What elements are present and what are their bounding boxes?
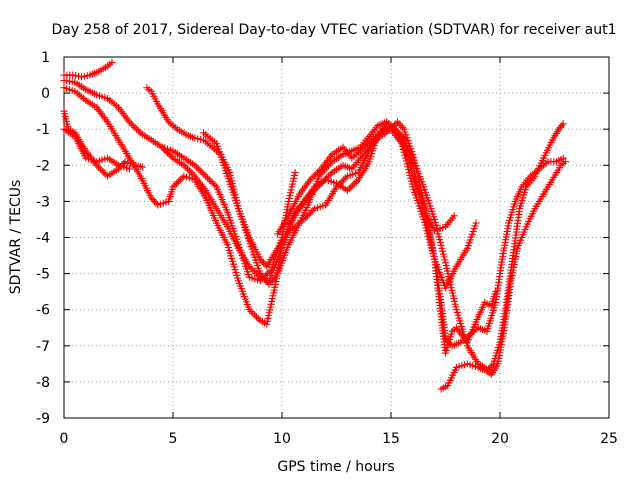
data-point	[436, 236, 444, 244]
series-trace-5	[60, 84, 500, 357]
data-point	[434, 230, 442, 238]
data-point	[435, 233, 443, 241]
data-point	[285, 197, 293, 205]
x-tick-label: 10	[273, 431, 291, 447]
data-point	[108, 58, 116, 66]
data-point	[194, 135, 202, 143]
data-point	[291, 169, 299, 177]
y-tick-label: -6	[36, 303, 50, 319]
data-point	[290, 171, 298, 179]
y-tick-label: -5	[36, 267, 50, 283]
data-point	[77, 73, 85, 81]
y-tick-label: -1	[36, 122, 50, 138]
y-tick-label: -7	[36, 339, 50, 355]
data-point	[72, 72, 80, 80]
data-point	[450, 212, 458, 220]
data-point	[287, 186, 295, 194]
series-line	[146, 87, 566, 376]
x-tick-label: 20	[491, 431, 509, 447]
data-point	[289, 177, 297, 185]
data-point	[440, 253, 448, 261]
plot-frame	[63, 56, 610, 419]
data-point	[439, 247, 447, 255]
data-point	[561, 158, 569, 166]
data-point	[288, 180, 296, 188]
gridlines	[64, 57, 609, 418]
data-point	[441, 256, 449, 264]
data-point	[438, 244, 446, 252]
series-trace-8	[200, 118, 458, 288]
series-trace-1	[60, 58, 116, 81]
x-axis-label: GPS time / hours	[277, 459, 394, 475]
x-tick-label: 5	[169, 431, 178, 447]
data-point	[125, 165, 133, 173]
data-point	[138, 163, 146, 171]
series-trace-3	[60, 125, 133, 173]
data-point	[431, 218, 439, 226]
y-tick-label: -9	[36, 411, 50, 427]
data-series	[60, 58, 569, 393]
data-point	[436, 239, 444, 247]
data-point	[437, 241, 445, 249]
data-point	[287, 189, 295, 197]
y-axis-label: SDTVAR / TECUs	[8, 180, 24, 295]
series-trace-10	[437, 120, 567, 393]
data-point	[286, 192, 294, 200]
y-tick-label: -3	[36, 194, 50, 210]
y-tick-label: 0	[41, 86, 50, 102]
y-tick-label: -2	[36, 158, 50, 174]
data-point	[285, 195, 293, 203]
data-point	[439, 250, 447, 258]
chart-title: Day 258 of 2017, Sidereal Day-to-day VTE…	[51, 22, 616, 38]
data-point	[197, 135, 205, 143]
series-trace-9	[274, 118, 480, 292]
data-point	[472, 219, 480, 227]
x-tick-label: 25	[600, 431, 618, 447]
data-point	[431, 215, 439, 223]
data-point	[69, 71, 77, 79]
data-point	[290, 174, 298, 182]
x-tick-label: 0	[60, 431, 69, 447]
data-point	[288, 183, 296, 191]
data-point	[80, 72, 88, 80]
y-tick-label: -4	[36, 231, 50, 247]
x-tick-label: 15	[382, 431, 400, 447]
data-point	[83, 72, 91, 80]
y-tick-label: -8	[36, 375, 50, 391]
data-point	[559, 154, 567, 162]
y-tick-label: 1	[41, 50, 50, 66]
data-point	[559, 120, 567, 128]
data-point	[191, 134, 199, 142]
